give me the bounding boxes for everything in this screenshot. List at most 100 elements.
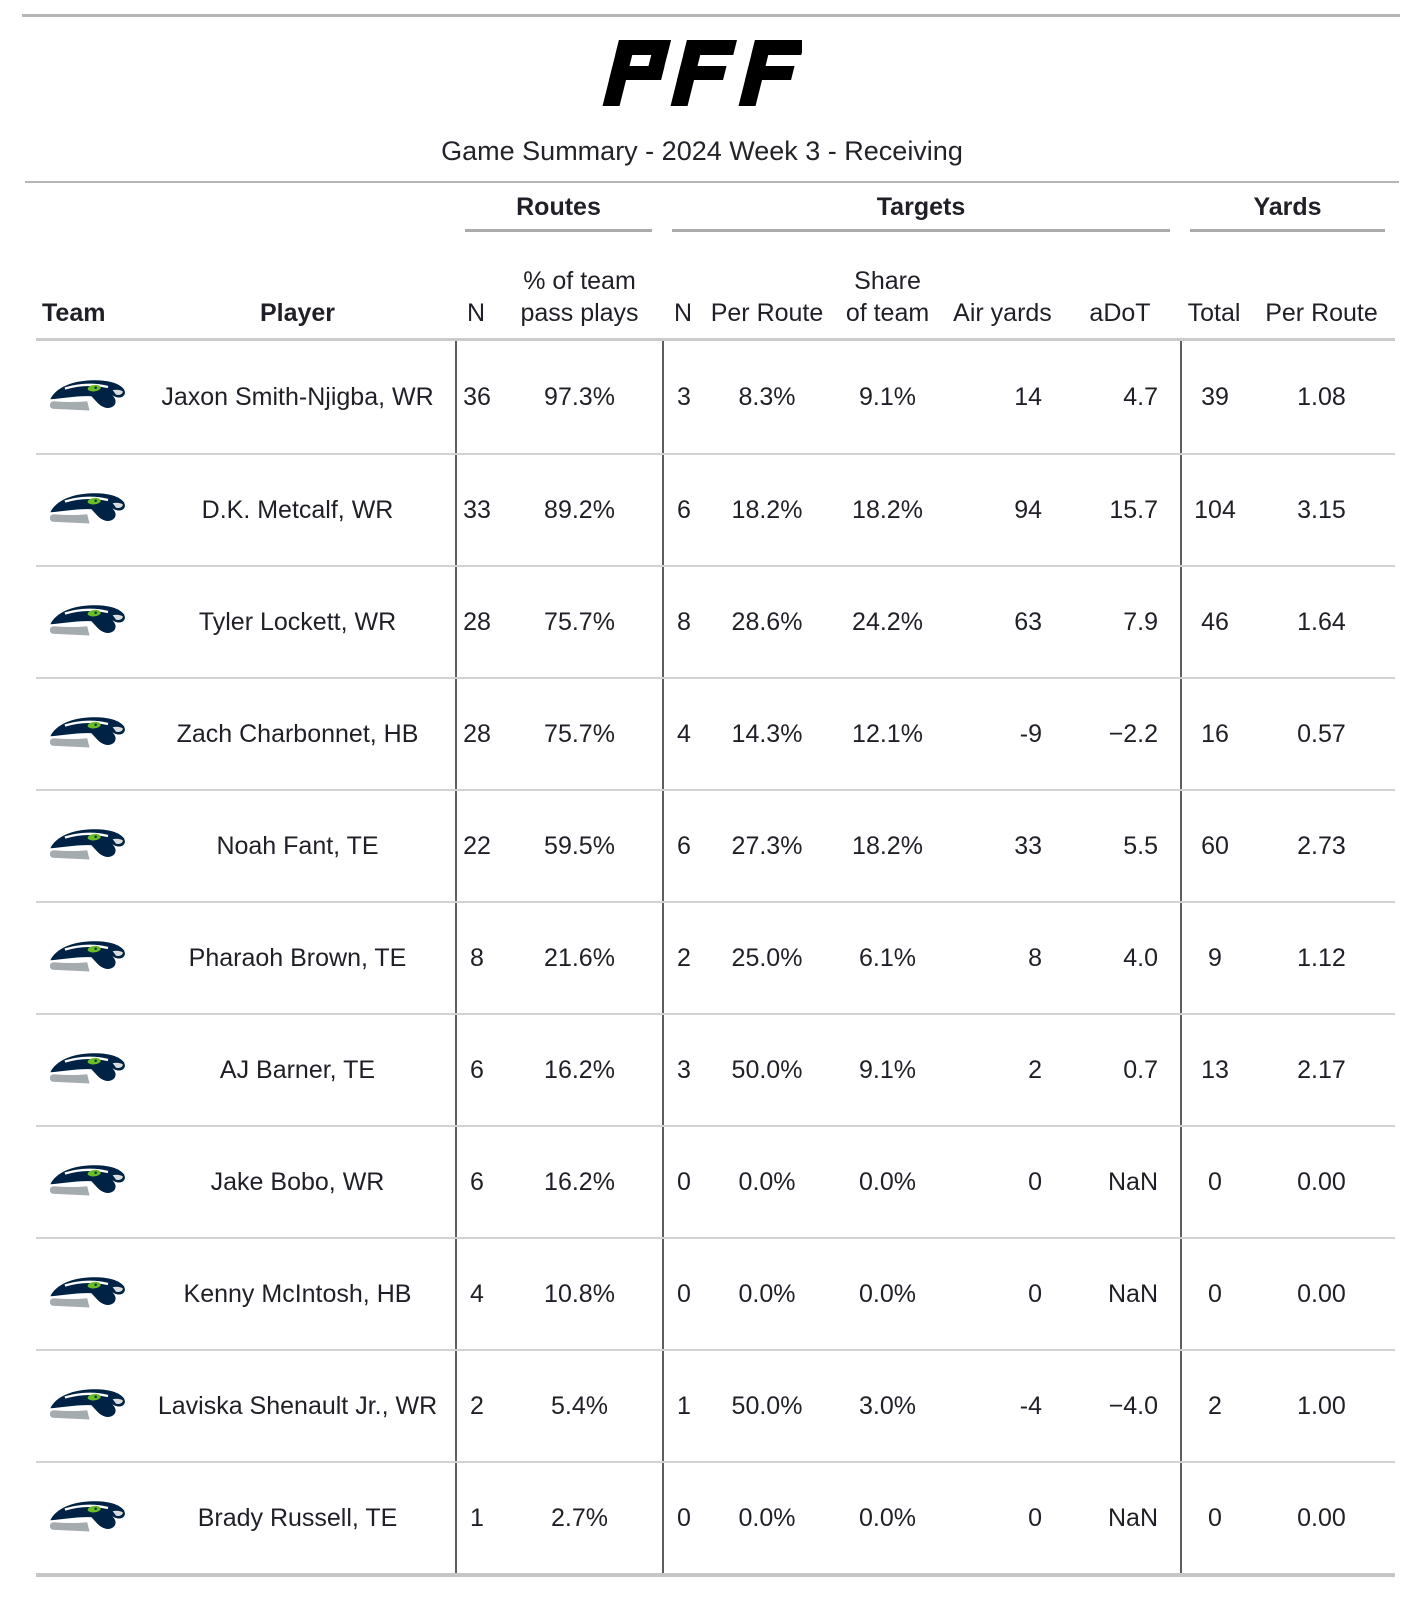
top-divider bbox=[22, 14, 1400, 17]
targets-n-value: 3 bbox=[662, 341, 704, 453]
group-underline bbox=[465, 229, 652, 232]
targets-per-route-value: 0.0% bbox=[738, 1167, 796, 1196]
column-header-targets-per-route: Per Route bbox=[710, 298, 824, 327]
targets-per-route-value: 50.0% bbox=[731, 1055, 803, 1084]
player-name: Pharaoh Brown, TE bbox=[188, 943, 407, 972]
targets-n-value: 2 bbox=[662, 903, 704, 1013]
player-name: D.K. Metcalf, WR bbox=[201, 495, 394, 524]
routes-n-value: 2 bbox=[455, 1351, 497, 1461]
routes-pct-value: 2.7% bbox=[551, 1503, 608, 1532]
routes-n-value: 6 bbox=[455, 1015, 497, 1125]
targets-per-route-value: 50.0% bbox=[731, 1391, 803, 1420]
targets-per-route-value: 0.0% bbox=[738, 1279, 796, 1308]
seahawks-logo-icon bbox=[49, 1389, 125, 1420]
adot-value: NaN bbox=[1107, 1503, 1158, 1532]
yards-per-route-value: 1.12 bbox=[1297, 943, 1346, 972]
routes-pct-value: 16.2% bbox=[544, 1055, 615, 1084]
yards-total-value: 104 bbox=[1180, 455, 1248, 565]
table-row: Jake Bobo, WR 6 16.2% 0 0.0% 0.0% 0 NaN … bbox=[36, 1125, 1395, 1237]
group-underline bbox=[672, 229, 1170, 232]
yards-total-value: 46 bbox=[1180, 567, 1248, 677]
adot-value: NaN bbox=[1107, 1167, 1158, 1196]
yards-per-route-value: 2.17 bbox=[1297, 1055, 1346, 1084]
column-group-row: Routes Targets Yards bbox=[36, 183, 1395, 243]
adot-value: 5.5 bbox=[1123, 831, 1158, 860]
air-yards-value: 8 bbox=[1028, 943, 1042, 972]
routes-n-value: 4 bbox=[455, 1239, 497, 1349]
seahawks-logo-icon bbox=[49, 380, 125, 411]
yards-total-value: 0 bbox=[1180, 1239, 1248, 1349]
title-divider bbox=[25, 181, 1399, 183]
targets-n-value: 6 bbox=[662, 455, 704, 565]
air-yards-value: 14 bbox=[1014, 382, 1042, 411]
column-header-yards-per-route: Per Route bbox=[1265, 298, 1378, 327]
yards-per-route-value: 0.00 bbox=[1297, 1167, 1346, 1196]
targets-n-value: 0 bbox=[662, 1239, 704, 1349]
team-cell bbox=[36, 1239, 140, 1349]
seahawks-logo-icon bbox=[49, 605, 125, 636]
table-row: Kenny McIntosh, HB 4 10.8% 0 0.0% 0.0% 0… bbox=[36, 1237, 1395, 1349]
column-group-targets: Targets bbox=[662, 193, 1180, 243]
adot-value: 0.7 bbox=[1123, 1055, 1158, 1084]
column-header-yards-total: Total bbox=[1187, 298, 1241, 327]
yards-per-route-value: 1.64 bbox=[1297, 607, 1346, 636]
player-name: Zach Charbonnet, HB bbox=[176, 719, 419, 748]
routes-pct-value: 59.5% bbox=[544, 831, 615, 860]
yards-total-value: 39 bbox=[1180, 341, 1248, 453]
team-cell bbox=[36, 1463, 140, 1573]
targets-per-route-value: 28.6% bbox=[731, 607, 803, 636]
adot-value: −4.0 bbox=[1108, 1391, 1158, 1420]
column-header-adot: aDoT bbox=[1089, 298, 1151, 327]
table-row: Laviska Shenault Jr., WR 2 5.4% 1 50.0% … bbox=[36, 1349, 1395, 1461]
pff-logo-icon bbox=[602, 40, 802, 106]
targets-share-value: 0.0% bbox=[859, 1167, 916, 1196]
team-cell bbox=[36, 903, 140, 1013]
table-row: Brady Russell, TE 1 2.7% 0 0.0% 0.0% 0 N… bbox=[36, 1461, 1395, 1573]
routes-n-value: 6 bbox=[455, 1127, 497, 1237]
targets-per-route-value: 8.3% bbox=[738, 382, 796, 411]
routes-n-value: 28 bbox=[455, 567, 497, 677]
column-group-routes: Routes bbox=[455, 193, 662, 243]
air-yards-value: 0 bbox=[1028, 1167, 1042, 1196]
targets-per-route-value: 14.3% bbox=[731, 719, 803, 748]
targets-share-value: 18.2% bbox=[852, 831, 923, 860]
column-header-player: Player bbox=[259, 298, 336, 327]
routes-n-value: 22 bbox=[455, 791, 497, 901]
air-yards-value: 2 bbox=[1028, 1055, 1042, 1084]
adot-value: 15.7 bbox=[1109, 495, 1158, 524]
table-row: Tyler Lockett, WR 28 75.7% 8 28.6% 24.2%… bbox=[36, 565, 1395, 677]
seahawks-logo-icon bbox=[49, 1277, 125, 1308]
column-header-row: Team Player N % of team pass plays N Per… bbox=[36, 243, 1395, 338]
column-header-targets-n: N bbox=[673, 298, 693, 327]
targets-share-value: 12.1% bbox=[852, 719, 923, 748]
column-header-team: Team bbox=[42, 298, 106, 327]
team-cell bbox=[36, 679, 140, 789]
adot-value: −2.2 bbox=[1108, 719, 1158, 748]
targets-per-route-value: 0.0% bbox=[738, 1503, 796, 1532]
targets-share-value: 9.1% bbox=[859, 382, 916, 411]
routes-n-value: 28 bbox=[455, 679, 497, 789]
team-cell bbox=[36, 455, 140, 565]
yards-per-route-value: 1.00 bbox=[1297, 1391, 1346, 1420]
routes-n-value: 1 bbox=[455, 1463, 497, 1573]
group-label-yards: Yards bbox=[1253, 193, 1322, 221]
player-name: Jake Bobo, WR bbox=[210, 1167, 385, 1196]
yards-total-value: 0 bbox=[1180, 1463, 1248, 1573]
routes-pct-value: 10.8% bbox=[544, 1279, 615, 1308]
seahawks-logo-icon bbox=[49, 1165, 125, 1196]
group-label-routes: Routes bbox=[516, 193, 601, 221]
player-name: Brady Russell, TE bbox=[197, 1503, 398, 1532]
column-header-routes-pct: % of team pass plays bbox=[520, 267, 639, 327]
routes-n-value: 8 bbox=[455, 903, 497, 1013]
routes-pct-value: 75.7% bbox=[544, 719, 615, 748]
routes-pct-value: 16.2% bbox=[544, 1167, 615, 1196]
targets-share-value: 18.2% bbox=[852, 495, 923, 524]
player-name: AJ Barner, TE bbox=[219, 1055, 376, 1084]
seahawks-logo-icon bbox=[49, 1053, 125, 1084]
group-label-targets: Targets bbox=[876, 193, 966, 221]
targets-share-value: 0.0% bbox=[859, 1503, 916, 1532]
air-yards-value: 94 bbox=[1014, 495, 1042, 524]
seahawks-logo-icon bbox=[49, 941, 125, 972]
header bbox=[0, 40, 1404, 106]
table-row: D.K. Metcalf, WR 33 89.2% 6 18.2% 18.2% … bbox=[36, 453, 1395, 565]
